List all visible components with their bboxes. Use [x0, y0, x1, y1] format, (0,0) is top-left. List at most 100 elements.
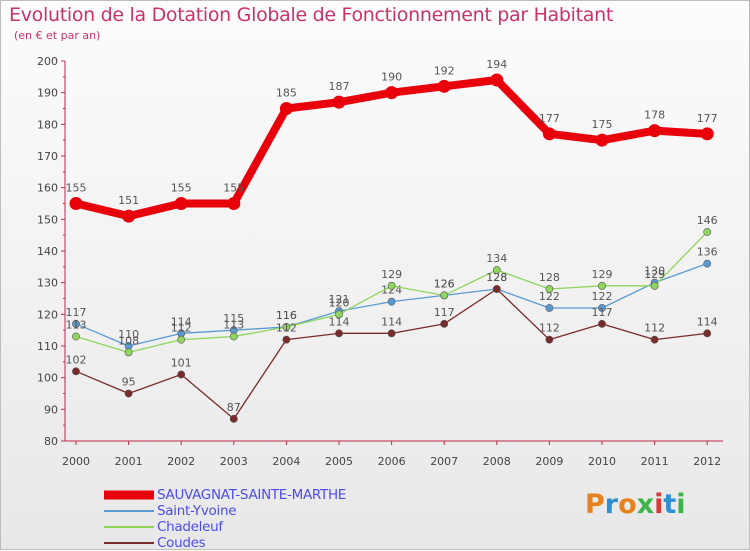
y-tick-label: 200	[37, 55, 58, 68]
data-point-coudes	[229, 414, 238, 423]
data-label-sauvagnat-sainte-marthe: 194	[486, 58, 507, 71]
data-label-coudes: 114	[381, 315, 402, 328]
data-label-chadeleuf: 134	[486, 252, 507, 265]
y-tick-label: 160	[37, 182, 58, 195]
data-point-chadeleuf	[124, 348, 133, 357]
y-tick-label: 90	[44, 403, 58, 416]
data-label-chadeleuf: 128	[539, 271, 560, 284]
logo-letter: i	[654, 489, 664, 520]
data-point-coudes	[545, 335, 554, 344]
legend-label: Saint-Yvoine	[157, 503, 237, 519]
data-point-chadeleuf	[335, 310, 343, 319]
x-tick-label: 2003	[220, 455, 248, 468]
data-label-chadeleuf: 113	[223, 319, 244, 332]
data-label-saint-yvoine: 126	[434, 277, 455, 290]
y-tick-label: 190	[37, 87, 58, 100]
series-line-coudes	[75, 288, 708, 420]
data-label-sauvagnat-sainte-marthe: 155	[223, 182, 244, 195]
data-label-chadeleuf: 116	[276, 309, 297, 322]
series-line-sauvagnat-sainte-marthe	[72, 76, 712, 221]
data-point-sauvagnat-sainte-marthe	[122, 209, 136, 223]
data-label-saint-yvoine: 115	[223, 312, 244, 325]
legend-swatch	[104, 490, 154, 500]
data-label-sauvagnat-sainte-marthe: 155	[171, 182, 192, 195]
logo-letter: P	[585, 489, 605, 520]
legend-swatch	[104, 510, 154, 512]
data-point-sauvagnat-sainte-marthe	[648, 124, 662, 138]
data-point-coudes	[703, 329, 712, 338]
y-tick-label: 170	[37, 150, 58, 163]
y-tick-label: 180	[37, 118, 58, 131]
data-label-coudes: 112	[644, 322, 665, 335]
data-label-chadeleuf: 129	[592, 268, 613, 281]
data-point-coudes	[335, 329, 343, 338]
data-label-sauvagnat-sainte-marthe: 151	[118, 194, 139, 207]
data-point-coudes	[282, 335, 291, 344]
data-label-saint-yvoine: 122	[592, 290, 613, 303]
proxiti-logo[interactable]: Proxiti	[585, 489, 686, 520]
data-point-saint-yvoine	[72, 319, 80, 328]
data-point-sauvagnat-sainte-marthe	[227, 197, 241, 210]
data-label-sauvagnat-sainte-marthe: 177	[539, 112, 560, 125]
data-point-chadeleuf	[492, 266, 501, 274]
data-point-sauvagnat-sainte-marthe	[700, 127, 714, 141]
legend-swatch	[104, 526, 154, 528]
data-point-chadeleuf	[387, 281, 396, 290]
data-label-coudes: 114	[329, 315, 350, 328]
data-label-saint-yvoine: 114	[171, 315, 192, 328]
logo-letter: t	[663, 489, 677, 520]
y-tick-label: 150	[37, 213, 58, 226]
y-tick-label: 110	[37, 340, 58, 353]
data-label-chadeleuf: 108	[118, 334, 139, 347]
legend-label: Chadeleuf	[157, 519, 223, 535]
data-label-coudes: 112	[276, 322, 297, 335]
chart-title: Evolution de la Dotation Globale de Fonc…	[9, 4, 614, 26]
y-tick-label: 140	[37, 245, 58, 258]
data-point-sauvagnat-sainte-marthe	[490, 73, 504, 87]
data-label-coudes: 102	[66, 353, 87, 366]
data-label-sauvagnat-sainte-marthe: 155	[66, 182, 87, 195]
x-tick-label: 2007	[430, 455, 458, 468]
data-point-sauvagnat-sainte-marthe	[332, 95, 346, 109]
x-tick-label: 2004	[272, 455, 300, 468]
data-point-sauvagnat-sainte-marthe	[437, 79, 451, 93]
logo-letter: r	[604, 489, 619, 520]
data-point-saint-yvoine	[598, 304, 606, 312]
legend-swatch	[104, 542, 154, 544]
data-point-chadeleuf	[440, 291, 449, 300]
data-label-sauvagnat-sainte-marthe: 185	[276, 87, 297, 100]
data-label-coudes: 101	[171, 357, 192, 370]
data-label-coudes: 87	[227, 401, 241, 414]
data-label-saint-yvoine: 128	[486, 271, 507, 284]
data-label-coudes: 128	[486, 271, 507, 284]
chart-subtitle: (en € et par an)	[14, 29, 101, 42]
data-point-sauvagnat-sainte-marthe	[279, 102, 293, 115]
data-label-chadeleuf: 112	[171, 322, 192, 335]
data-label-saint-yvoine: 110	[118, 328, 139, 341]
data-label-chadeleuf: 126	[434, 277, 455, 290]
data-point-chadeleuf	[598, 281, 606, 290]
data-label-saint-yvoine: 122	[539, 290, 560, 303]
data-point-coudes	[598, 319, 606, 328]
x-tick-label: 2002	[167, 455, 195, 468]
legend-label: Coudes	[157, 535, 206, 551]
data-label-saint-yvoine: 136	[697, 246, 718, 259]
data-point-chadeleuf	[229, 332, 238, 341]
data-label-coudes: 112	[539, 322, 560, 335]
x-tick-label: 2008	[483, 455, 511, 468]
data-point-saint-yvoine	[703, 259, 712, 268]
data-label-coudes: 117	[592, 306, 613, 319]
data-label-saint-yvoine: 121	[329, 293, 350, 306]
data-point-chadeleuf	[282, 323, 291, 331]
data-point-chadeleuf	[703, 228, 712, 236]
logo-letter: x	[636, 489, 655, 520]
y-tick-label: 130	[37, 277, 58, 290]
x-tick-label: 2010	[588, 455, 616, 468]
x-tick-label: 2000	[62, 455, 90, 468]
data-label-sauvagnat-sainte-marthe: 187	[329, 80, 350, 93]
y-tick-label: 120	[37, 308, 58, 321]
y-tick-label: 100	[37, 372, 58, 385]
data-point-sauvagnat-sainte-marthe	[69, 197, 83, 210]
data-point-coudes	[177, 370, 186, 379]
